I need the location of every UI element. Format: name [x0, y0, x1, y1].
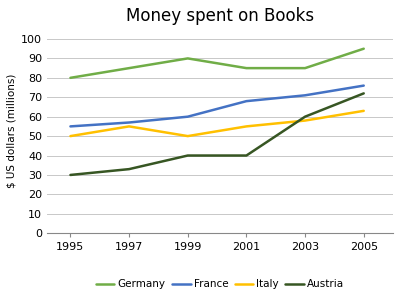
- Legend: Germany, France, Italy, Austria: Germany, France, Italy, Austria: [92, 275, 348, 294]
- Title: Money spent on Books: Money spent on Books: [126, 7, 314, 25]
- Italy: [303, 119, 308, 122]
- Austria: [127, 167, 132, 171]
- France: [361, 84, 366, 87]
- Y-axis label: $ US dollars (millions): $ US dollars (millions): [7, 74, 17, 188]
- Austria: [68, 173, 73, 177]
- Italy: [68, 134, 73, 138]
- Italy: [361, 109, 366, 113]
- Austria: [244, 154, 249, 157]
- France: [68, 125, 73, 128]
- Austria: [361, 91, 366, 95]
- Line: France: France: [70, 86, 364, 126]
- France: [127, 121, 132, 124]
- Germany: [127, 66, 132, 70]
- Italy: [185, 134, 190, 138]
- Germany: [244, 66, 249, 70]
- Line: Italy: Italy: [70, 111, 364, 136]
- Germany: [185, 57, 190, 60]
- Austria: [185, 154, 190, 157]
- Germany: [68, 76, 73, 80]
- Italy: [127, 125, 132, 128]
- France: [185, 115, 190, 118]
- France: [303, 94, 308, 97]
- France: [244, 99, 249, 103]
- Germany: [303, 66, 308, 70]
- Germany: [361, 47, 366, 51]
- Line: Austria: Austria: [70, 93, 364, 175]
- Austria: [303, 115, 308, 118]
- Italy: [244, 125, 249, 128]
- Line: Germany: Germany: [70, 49, 364, 78]
